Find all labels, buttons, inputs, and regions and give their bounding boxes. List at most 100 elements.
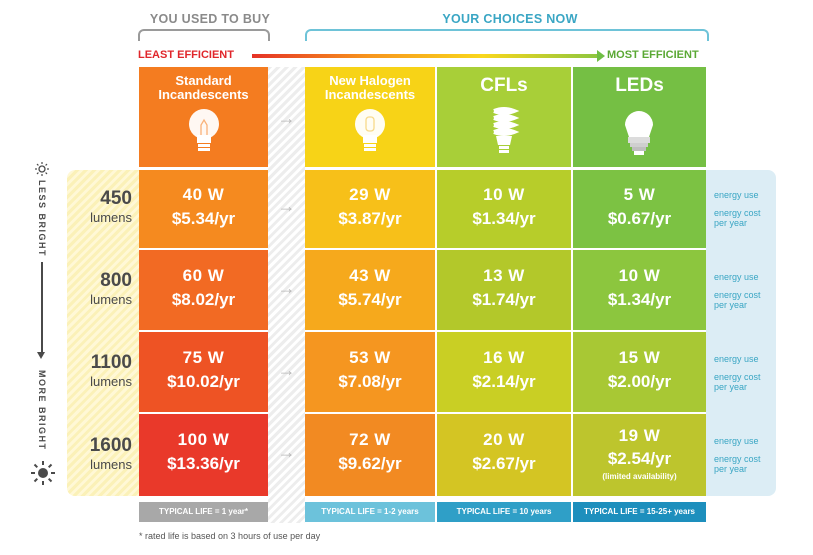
energy-cost-value: $5.34/yr <box>171 209 236 228</box>
legend-energy-cost: energy cost per year <box>714 208 761 228</box>
cell-led-800: 10 W $1.34/yr <box>573 250 706 330</box>
energy-use-value: 53 W <box>349 348 391 367</box>
legend-energy-use: energy use <box>714 190 759 200</box>
cell-standard-800: 60 W $8.02/yr <box>139 250 268 330</box>
lumens-panel <box>67 170 139 496</box>
cell-halogen-800: 43 W $5.74/yr <box>305 250 435 330</box>
arrow-right-icon: → <box>277 360 296 380</box>
cell-led-1100: 15 W $2.00/yr <box>573 332 706 412</box>
energy-cost-value: $5.74/yr <box>338 290 402 309</box>
energy-use-value: 40 W <box>182 185 225 204</box>
legend-energy-use: energy use <box>714 354 759 364</box>
availability-note: (limited availability) <box>602 472 677 481</box>
energy-cost-value: $1.34/yr <box>607 290 672 309</box>
less-bright-label: LESS BRIGHT <box>37 180 47 258</box>
legend-1100: energy use energy cost per year <box>714 354 772 392</box>
used-to-buy-label: YOU USED TO BUY <box>149 12 271 26</box>
efficiency-gradient-arrow <box>252 54 598 58</box>
efficiency-arrowhead-icon <box>597 50 605 62</box>
led-bulb-icon <box>625 111 653 155</box>
energy-use-value: 20 W <box>483 430 525 449</box>
lumens-value: 1100 <box>90 352 132 373</box>
brightness-arrow-icon <box>37 352 45 359</box>
footer-led-life: TYPICAL LIFE = 15-25+ years <box>573 502 706 522</box>
col-title-line1: LEDs <box>615 75 664 96</box>
energy-use-value: 43 W <box>349 266 391 285</box>
dim-sun-icon <box>35 162 49 176</box>
col-title-line1: CFLs <box>480 75 528 96</box>
energy-cost-value: $3.87/yr <box>338 209 402 228</box>
energy-cost-value: $2.00/yr <box>607 372 672 391</box>
cell-cfl-800: 13 W $1.74/yr <box>437 250 571 330</box>
most-efficient-label: MOST EFFICIENT <box>607 49 699 61</box>
col-title-line1: Standard <box>175 73 232 88</box>
energy-use-value: 29 W <box>349 185 391 204</box>
energy-use-value: 100 W <box>177 430 230 449</box>
cell-halogen-1600: 72 W $9.62/yr <box>305 414 435 496</box>
energy-use-value: 60 W <box>182 266 225 285</box>
legend-energy-use: energy use <box>714 436 759 446</box>
cell-standard-450: 40 W $5.34/yr <box>139 170 268 248</box>
lumens-1100: 1100 lumens <box>70 352 132 389</box>
lumens-unit: lumens <box>90 210 132 225</box>
choices-now-label: YOUR CHOICES NOW <box>442 12 578 26</box>
energy-cost-value: $1.34/yr <box>472 209 536 228</box>
transition-gap <box>268 67 305 523</box>
footer-standard-life: TYPICAL LIFE = 1 year* <box>139 502 268 522</box>
legend-450: energy use energy cost per year <box>714 190 772 228</box>
incandescent-bulb-icon <box>189 109 219 151</box>
col-title-line1: New Halogen <box>329 73 411 88</box>
energy-use-value: 10 W <box>618 266 661 285</box>
energy-use-value: 16 W <box>483 348 525 367</box>
cell-standard-1600: 100 W $13.36/yr <box>139 414 268 496</box>
lumens-value: 450 <box>100 188 132 209</box>
col-title-line2: Incandescents <box>158 87 249 102</box>
cell-led-1600: 19 W $2.54/yr (limited availability) <box>573 414 706 496</box>
energy-use-value: 10 W <box>483 185 525 204</box>
cell-led-450: 5 W $0.67/yr <box>573 170 706 248</box>
cell-halogen-1100: 53 W $7.08/yr <box>305 332 435 412</box>
energy-cost-value: $1.74/yr <box>472 290 536 309</box>
energy-cost-value: $2.14/yr <box>472 372 536 391</box>
energy-cost-value: $7.08/yr <box>338 372 402 391</box>
lumens-value: 1600 <box>89 435 132 456</box>
lumens-value: 800 <box>100 270 132 291</box>
lumens-unit: lumens <box>90 457 132 472</box>
energy-use-value: 72 W <box>349 430 391 449</box>
col-head-cfl: CFLs <box>437 67 571 167</box>
energy-use-value: 75 W <box>182 348 225 367</box>
energy-use-value: 15 W <box>618 348 661 367</box>
legend-1600: energy use energy cost per year <box>714 436 772 474</box>
legend-800: energy use energy cost per year <box>714 272 772 310</box>
energy-use-value: 19 W <box>618 426 661 445</box>
halogen-bulb-icon <box>355 109 385 151</box>
lumens-800: 800 lumens <box>70 270 132 307</box>
legend-energy-use: energy use <box>714 272 759 282</box>
used-to-buy-bracket <box>138 29 270 41</box>
energy-use-value: 13 W <box>483 266 525 285</box>
lumens-unit: lumens <box>90 374 132 389</box>
col-head-standard-incandescent: Standard Incandescents <box>139 67 268 167</box>
arrow-right-icon: → <box>277 442 296 462</box>
lumens-1600: 1600 lumens <box>70 435 132 472</box>
energy-cost-value: $13.36/yr <box>167 454 240 473</box>
energy-cost-value: $9.62/yr <box>338 454 402 473</box>
legend-energy-cost: energy cost per year <box>714 454 761 474</box>
cell-cfl-1600: 20 W $2.67/yr <box>437 414 571 496</box>
cell-cfl-1100: 16 W $2.14/yr <box>437 332 571 412</box>
arrow-right-icon: → <box>277 278 296 298</box>
lumens-450: 450 lumens <box>70 188 132 225</box>
energy-cost-value: $2.54/yr <box>607 449 672 468</box>
brightness-scale-line <box>41 262 43 352</box>
cell-standard-1100: 75 W $10.02/yr <box>139 332 268 412</box>
least-efficient-label: LEAST EFFICIENT <box>138 49 234 61</box>
cfl-bulb-icon <box>493 107 520 153</box>
energy-cost-value: $10.02/yr <box>167 372 240 391</box>
energy-cost-value: $8.02/yr <box>171 290 236 309</box>
footnote: * rated life is based on 3 hours of use … <box>139 531 321 541</box>
choices-now-bracket <box>305 29 709 41</box>
energy-cost-value: $0.67/yr <box>607 209 672 228</box>
energy-use-value: 5 W <box>623 185 656 204</box>
energy-cost-value: $2.67/yr <box>472 454 536 473</box>
lumens-unit: lumens <box>90 292 132 307</box>
